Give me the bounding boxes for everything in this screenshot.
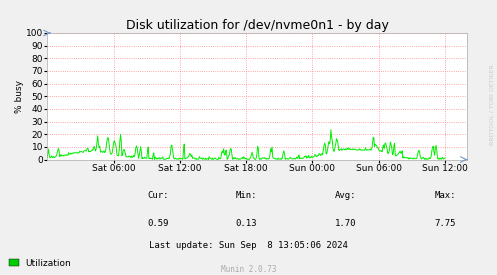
Text: 0.59: 0.59 xyxy=(147,219,168,227)
Text: 7.75: 7.75 xyxy=(434,219,456,227)
Y-axis label: % busy: % busy xyxy=(15,80,24,113)
Title: Disk utilization for /dev/nvme0n1 - by day: Disk utilization for /dev/nvme0n1 - by d… xyxy=(126,19,389,32)
Text: RRDTOOL / TOBI OETIKER: RRDTOOL / TOBI OETIKER xyxy=(490,64,495,145)
Text: 1.70: 1.70 xyxy=(335,219,356,227)
Text: Last update: Sun Sep  8 13:05:06 2024: Last update: Sun Sep 8 13:05:06 2024 xyxy=(149,241,348,249)
Text: Cur:: Cur: xyxy=(147,191,168,200)
Text: Min:: Min: xyxy=(236,191,257,200)
Text: Avg:: Avg: xyxy=(335,191,356,200)
Text: Max:: Max: xyxy=(434,191,456,200)
Text: Munin 2.0.73: Munin 2.0.73 xyxy=(221,265,276,274)
Legend: Utilization: Utilization xyxy=(9,259,72,268)
Text: 0.13: 0.13 xyxy=(236,219,257,227)
